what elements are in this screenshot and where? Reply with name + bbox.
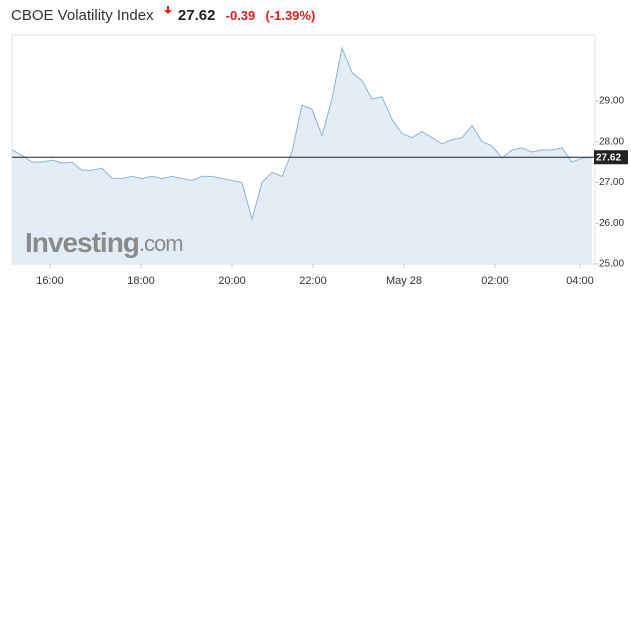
title: CBOE Volatility Index xyxy=(11,7,154,24)
change: -0.39 xyxy=(225,8,256,23)
watermark-suffix: .com xyxy=(139,231,183,256)
y-tick-label: 28.00 xyxy=(599,136,624,147)
change-percent: (-1.39%) xyxy=(265,8,316,23)
x-tick-label: 22:00 xyxy=(299,275,327,287)
y-tick-label: 29.00 xyxy=(599,96,624,107)
header: CBOE Volatility Index 27.62 -0.39 (-1.39… xyxy=(11,6,321,24)
y-tick-label: 25.00 xyxy=(599,259,624,270)
x-tick-label: 04:00 xyxy=(566,275,594,287)
chart: Investing.com 25.00 26.00 27.00 28.00 29.00 16… xyxy=(11,34,628,287)
x-tick-label: 02:00 xyxy=(481,275,509,287)
watermark: Investing.com xyxy=(25,227,183,258)
x-tick-label: 16:00 xyxy=(36,275,64,287)
price-line xyxy=(11,46,593,222)
x-tick-label: 18:00 xyxy=(127,275,155,287)
watermark-main: Investing xyxy=(25,227,139,258)
y-tick-label: 26.00 xyxy=(599,218,624,229)
last-value-tag xyxy=(594,150,628,165)
down-icon xyxy=(163,6,172,14)
price: 27.62 xyxy=(177,7,216,24)
x-tick-label: May 28 xyxy=(386,275,422,287)
area-fill xyxy=(12,48,592,264)
last-value-label: 27.62 xyxy=(596,152,621,163)
y-tick-label: 27.00 xyxy=(599,177,624,188)
x-tick-label: 20:00 xyxy=(218,275,246,287)
